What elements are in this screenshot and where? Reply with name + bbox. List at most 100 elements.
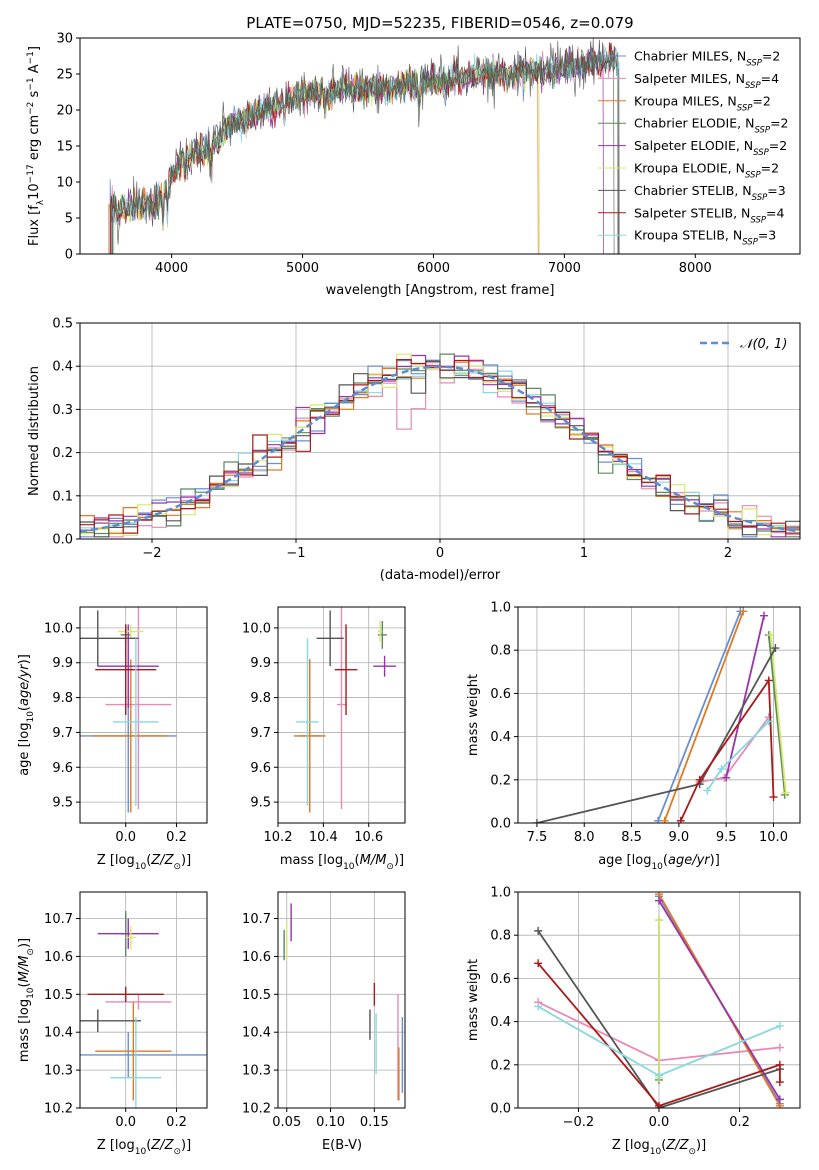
gaussian-reference-line — [80, 365, 798, 533]
weight-series-line — [725, 615, 765, 778]
x-axis-label: mass [log10(M/M⊙)] — [280, 853, 404, 872]
y-tick-label: 9.8 — [52, 691, 73, 706]
x-axis-label: age [log10(age/yr)] — [598, 853, 720, 872]
y-tick-label: 0.6 — [490, 972, 511, 987]
x-tick-label: −0.2 — [563, 1115, 595, 1130]
y-tick-label: 9.9 — [250, 656, 271, 671]
legend-entry: Kroupa ELODIE, NSSP=2 — [634, 161, 779, 181]
x-axis-label: Z [log10(Z/Z⊙)] — [612, 1138, 706, 1157]
x-tick-label: 2 — [724, 546, 732, 561]
figure-title: PLATE=0750, MJD=52235, FIBERID=0546, z=0… — [246, 14, 633, 32]
x-tick-label: 8.0 — [574, 830, 595, 845]
y-tick-label: 10.2 — [242, 1102, 271, 1117]
x-tick-label: 6000 — [417, 261, 450, 276]
y-tick-label: 10.6 — [242, 950, 271, 965]
y-tick-label: 0.0 — [490, 1102, 511, 1117]
axes-frame — [79, 891, 208, 1109]
spectrum-series-line — [109, 38, 615, 254]
y-tick-label: 5 — [65, 212, 73, 227]
y-tick-label: 10.4 — [242, 1026, 271, 1041]
weight-point-marker — [717, 765, 726, 773]
y-tick-label: 9.9 — [52, 656, 73, 671]
legend-entry: Salpeter ELODIE, NSSP=2 — [634, 138, 787, 158]
y-tick-label: 0.0 — [490, 817, 511, 832]
weight-point-marker — [703, 786, 712, 795]
weight-point-marker — [655, 896, 663, 905]
legend-entry: Salpeter MILES, NSSP=4 — [634, 71, 779, 91]
age-vs-metallicity-panel-marks — [80, 607, 177, 813]
weight-point-marker — [775, 1078, 784, 1087]
y-tick-label: 10.6 — [44, 950, 73, 965]
x-tick-label: 10.2 — [264, 830, 293, 845]
y-tick-label: 9.5 — [52, 796, 73, 811]
mass-vs-extinction-panel-marks — [283, 903, 404, 1101]
y-tick-label: 30 — [56, 32, 73, 47]
x-tick-label: 0.0 — [115, 830, 136, 845]
y-tick-label: 10.5 — [242, 988, 271, 1003]
weight-point-marker — [660, 816, 669, 823]
legend-entry: Chabrier ELODIE, NSSP=2 — [634, 116, 789, 136]
y-tick-label: 0.1 — [52, 489, 73, 504]
x-tick-label: −1 — [286, 546, 305, 561]
weight-point-marker — [771, 644, 780, 653]
x-tick-label: 7.5 — [527, 830, 548, 845]
axes-frame — [79, 606, 208, 824]
x-tick-label: 8.5 — [621, 830, 642, 845]
y-tick-label: 1.0 — [490, 601, 511, 616]
weight-point-marker — [775, 1095, 784, 1104]
weight-point-marker — [695, 775, 704, 784]
x-tick-label: 8000 — [679, 261, 712, 276]
x-tick-label: 9.0 — [669, 830, 690, 845]
legend-entry: Salpeter STELIB, NSSP=4 — [634, 205, 784, 225]
axes-frame — [277, 891, 406, 1109]
y-tick-label: 9.8 — [250, 691, 271, 706]
y-tick-label: 0.3 — [52, 403, 73, 418]
weight-point-marker — [655, 1101, 663, 1108]
legend-entry: Chabrier MILES, NSSP=2 — [634, 49, 780, 69]
y-tick-label: 9.6 — [250, 761, 271, 776]
y-tick-label: 0.4 — [490, 730, 511, 745]
mass-vs-extinction-panel: 0.05 0.10 0.15 10.2 10.3 10.4 10.5 10.6 10.7 E(B-… — [242, 891, 406, 1153]
legend-entry: Chabrier STELIB, NSSP=3 — [634, 183, 786, 203]
weight-point-marker — [781, 788, 790, 797]
weight-series-line — [699, 716, 770, 783]
histogram-panel-marks — [80, 353, 800, 538]
spectrum-panel: 4000 5000 6000 7000 8000 0 5 10 15 20 25 30 waveleng… — [26, 32, 801, 298]
mass-weight-vs-age-panel: 7.5 8.0 8.5 9.0 9.5 10.0 0.0 0.2 0.4 0.6 0.8 1.0 age… — [466, 601, 801, 872]
y-tick-label: 0.5 — [52, 317, 73, 332]
weight-point-marker — [739, 607, 748, 616]
y-tick-label: 0.2 — [490, 1058, 511, 1073]
y-axis-label: age [log10(age/yr)] — [17, 654, 36, 776]
x-tick-label: 0.2 — [166, 1115, 187, 1130]
y-tick-label: 9.5 — [250, 796, 271, 811]
y-tick-label: 0 — [65, 248, 73, 263]
weight-point-marker — [764, 676, 773, 685]
y-tick-label: 9.7 — [52, 726, 73, 741]
weight-point-marker — [766, 631, 775, 640]
weight-point-marker — [676, 816, 685, 823]
y-tick-label: 0.0 — [52, 533, 73, 548]
x-tick-label: 0.2 — [729, 1115, 750, 1130]
x-tick-label: 10.4 — [309, 830, 338, 845]
y-tick-label: 10.7 — [242, 912, 271, 927]
mass-vs-metallicity-panel: 0.0 0.2 10.2 10.3 10.4 10.5 10.6 10.7 Z [log10(Z… — [17, 891, 208, 1157]
weight-point-marker — [534, 926, 543, 935]
x-tick-label: 0 — [436, 546, 444, 561]
axes-frame — [517, 606, 801, 824]
y-axis-label: Flux [fλ10−17 erg cm−2 s−1 A−1] — [26, 46, 46, 246]
y-tick-label: 10.7 — [44, 912, 73, 927]
x-tick-label: 0.0 — [115, 1115, 136, 1130]
y-tick-label: 9.6 — [52, 761, 73, 776]
x-tick-label: 0.2 — [166, 830, 187, 845]
y-axis-label: mass weight — [466, 959, 481, 1041]
x-tick-label: 9.5 — [716, 830, 737, 845]
weight-point-marker — [534, 959, 543, 968]
legend-entry: Kroupa STELIB, NSSP=3 — [634, 228, 776, 248]
x-axis-label: (data-model)/error — [380, 568, 501, 583]
y-tick-label: 0.4 — [52, 360, 73, 375]
y-tick-label: 0.8 — [490, 644, 511, 659]
weight-series-line — [536, 647, 777, 823]
y-tick-label: 10.0 — [44, 621, 73, 636]
y-tick-label: 10.4 — [44, 1026, 73, 1041]
